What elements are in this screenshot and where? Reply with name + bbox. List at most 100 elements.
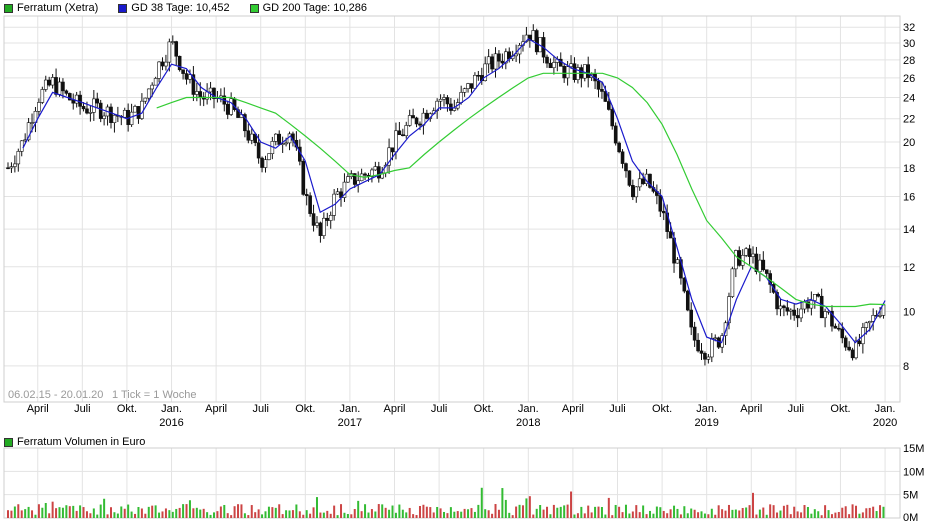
candle-body xyxy=(878,315,882,317)
candle-body xyxy=(634,186,639,198)
volume-bar xyxy=(559,506,562,518)
candle-body xyxy=(85,108,89,114)
candle-body xyxy=(871,315,875,322)
price-y-tick-label: 24 xyxy=(903,92,915,104)
candle-body xyxy=(837,327,841,330)
volume-bars xyxy=(7,487,885,518)
volume-bar xyxy=(844,506,847,518)
candle-body xyxy=(449,103,453,111)
x-tick-label: Jan. xyxy=(161,403,182,415)
volume-bar xyxy=(707,514,710,518)
volume-bar xyxy=(343,512,346,518)
x-tick-label: Juli xyxy=(431,403,448,415)
volume-bar xyxy=(113,512,116,518)
candle-body xyxy=(243,114,247,132)
candle-body xyxy=(641,178,645,184)
volume-bar xyxy=(75,510,78,518)
candle-body xyxy=(328,215,333,221)
candle-body xyxy=(545,56,549,64)
volume-bar xyxy=(82,507,85,518)
volume-bar xyxy=(140,508,143,518)
candle-body xyxy=(843,337,848,348)
volume-bar xyxy=(291,510,294,518)
candle-body xyxy=(322,217,326,236)
volume-bar xyxy=(676,508,679,518)
volume-bar xyxy=(621,512,624,518)
x-tick-label: Jan. xyxy=(696,403,717,415)
candle-body xyxy=(497,53,501,62)
candle-body xyxy=(122,109,127,118)
volume-bar xyxy=(357,500,360,518)
volume-bar xyxy=(745,507,748,518)
volume-bar xyxy=(247,515,250,518)
candle-body xyxy=(71,99,76,104)
volume-bar xyxy=(96,514,99,518)
volume-bar xyxy=(528,496,531,518)
volume-bar xyxy=(31,510,34,518)
volume-bar xyxy=(752,492,755,518)
volume-bar xyxy=(353,509,356,518)
volume-bar xyxy=(315,497,318,518)
candle-body xyxy=(184,73,189,80)
volume-bar xyxy=(51,501,54,518)
volume-bar xyxy=(573,514,576,518)
volume-bar xyxy=(398,504,401,518)
volume-bar xyxy=(175,508,178,518)
volume-bar xyxy=(693,509,696,518)
price-y-tick-label: 32 xyxy=(903,22,915,34)
volume-bar xyxy=(199,509,202,518)
price-y-tick-label: 14 xyxy=(903,224,915,236)
volume-bar xyxy=(473,511,476,518)
candle-body xyxy=(57,81,62,95)
candle-body xyxy=(473,74,477,89)
volume-bar xyxy=(710,508,713,518)
volume-bar xyxy=(425,506,428,518)
candle-body xyxy=(813,294,817,301)
volume-bar xyxy=(518,504,521,518)
volume-bar xyxy=(44,502,47,518)
candle-body xyxy=(342,181,347,198)
volume-bar xyxy=(827,510,830,518)
volume-bar xyxy=(446,513,449,518)
volume-bar xyxy=(614,504,617,518)
volume-bar xyxy=(281,514,284,518)
candle-body xyxy=(847,346,851,351)
volume-bar xyxy=(758,509,761,518)
legend-swatch-gd200 xyxy=(249,3,259,13)
candle-body xyxy=(476,74,481,77)
volume-bar xyxy=(604,514,607,518)
volume-bar xyxy=(861,512,864,518)
candle-body xyxy=(788,309,793,312)
volume-bar xyxy=(429,507,432,518)
candle-body xyxy=(109,106,113,123)
candle-body xyxy=(816,294,821,297)
candle-body xyxy=(572,63,577,80)
volume-bar xyxy=(487,510,490,518)
candle-body xyxy=(617,142,621,153)
candle-body xyxy=(775,292,779,310)
volume-bar xyxy=(463,508,466,518)
candle-body xyxy=(867,321,872,324)
volume-bar xyxy=(583,513,586,518)
volume-bar xyxy=(233,506,236,518)
x-tick-label: April xyxy=(27,403,49,415)
volume-bar xyxy=(769,504,772,518)
volume-bar xyxy=(786,504,789,518)
candle-body xyxy=(40,89,45,103)
volume-bar xyxy=(576,513,579,518)
candle-body xyxy=(47,79,51,86)
candle-body xyxy=(637,178,642,188)
candle-body xyxy=(414,117,419,125)
volume-bar xyxy=(188,500,191,518)
candle-body xyxy=(315,222,319,226)
volume-bar xyxy=(120,506,123,518)
candle-body xyxy=(438,98,443,102)
candle-body xyxy=(764,269,769,274)
x-tick-label: Okt. xyxy=(117,403,137,415)
volume-bar xyxy=(868,507,871,518)
candle-body xyxy=(256,142,261,159)
volume-bar xyxy=(202,508,205,518)
candle-body xyxy=(352,173,357,185)
volume-bar xyxy=(782,505,785,518)
candle-body xyxy=(394,130,398,153)
